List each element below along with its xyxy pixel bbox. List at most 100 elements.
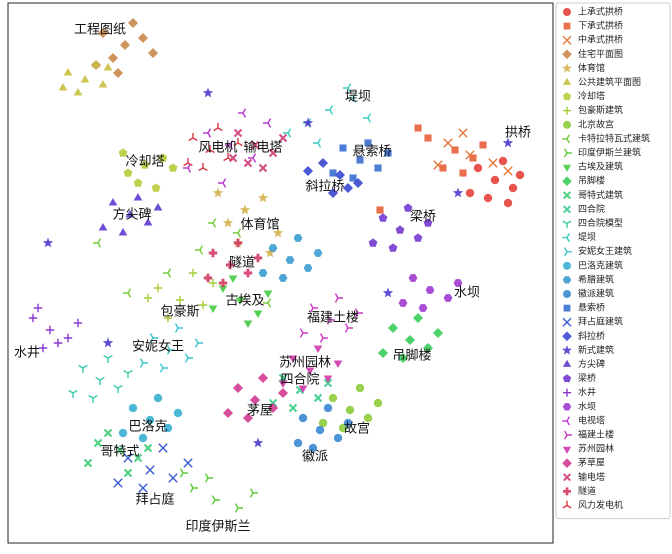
point [138, 483, 148, 493]
legend-label: 悬索桥 [578, 302, 605, 314]
point [125, 209, 135, 218]
point [183, 458, 193, 468]
point [253, 253, 263, 263]
point [253, 310, 263, 319]
point [88, 394, 98, 404]
annotation: 安妮女王 [132, 339, 184, 355]
point [272, 227, 284, 238]
point [404, 334, 416, 346]
point [458, 128, 468, 138]
legend-marker [562, 176, 572, 186]
point [163, 423, 173, 433]
point [315, 425, 325, 435]
annotation: 徽派 [302, 450, 328, 465]
point [298, 385, 308, 394]
point [239, 204, 251, 215]
point [123, 168, 133, 177]
point [302, 117, 314, 128]
point [235, 297, 245, 306]
point [63, 333, 73, 343]
point [188, 268, 198, 278]
point [278, 373, 288, 383]
point [373, 398, 383, 408]
point [278, 380, 288, 389]
legend-marker [563, 120, 571, 129]
legend-label: 巴洛克建筑 [578, 259, 623, 271]
legend-marker [562, 164, 572, 172]
legend-marker [562, 92, 572, 101]
point [194, 338, 204, 348]
point [423, 218, 433, 227]
point [107, 52, 119, 64]
point [203, 273, 213, 283]
legend-label: 梁桥 [578, 372, 596, 384]
point [374, 164, 382, 172]
point [413, 233, 423, 242]
point [98, 222, 108, 231]
legend-label: 拜占庭建筑 [578, 316, 623, 328]
annotation: 方尖碑 [112, 207, 151, 223]
point [163, 313, 173, 323]
point [108, 197, 118, 206]
point [488, 158, 498, 168]
point [68, 389, 78, 399]
point [288, 355, 298, 364]
point [408, 274, 418, 282]
point [285, 256, 295, 264]
legend-label: 住宅平面图 [578, 48, 623, 60]
point [118, 428, 128, 438]
legend-label: 福建土楼 [578, 429, 614, 441]
legend-marker [563, 388, 571, 397]
point [342, 83, 352, 93]
point [313, 249, 323, 257]
point [277, 387, 289, 399]
legend-marker [562, 276, 572, 284]
point [443, 138, 453, 148]
point [91, 59, 101, 68]
point [382, 287, 394, 298]
point [508, 183, 518, 193]
annotation: 巴洛克 [128, 420, 167, 435]
point [242, 412, 254, 424]
point [432, 327, 444, 339]
point [309, 303, 319, 313]
point [258, 269, 268, 277]
point [439, 164, 447, 172]
point [145, 415, 155, 425]
point [202, 87, 214, 98]
point [207, 218, 217, 228]
point [433, 160, 443, 170]
legend-label: 下承式拱桥 [578, 20, 623, 32]
annotation: 堤坝 [345, 90, 371, 105]
point [354, 308, 364, 318]
legend-label: 电视塔 [578, 414, 605, 426]
legend-label: 输电塔 [578, 471, 605, 483]
legend-marker [563, 304, 571, 312]
point [53, 338, 63, 348]
point [211, 495, 221, 505]
point [342, 182, 354, 194]
point [133, 453, 143, 463]
point [205, 144, 215, 154]
point [174, 323, 184, 333]
point [278, 133, 288, 143]
point [98, 79, 108, 88]
point [323, 375, 333, 384]
legend-label: 四合院 [578, 203, 605, 215]
annotation: 斜拉桥 [305, 180, 344, 195]
point [137, 32, 149, 44]
point [112, 67, 124, 79]
annotation: 悬索桥 [352, 145, 391, 160]
legend-label: 北京故宫 [578, 118, 614, 130]
point [212, 187, 224, 198]
point [38, 343, 48, 353]
annotation: 风电机 [198, 141, 237, 156]
point [293, 438, 303, 448]
point [145, 465, 155, 475]
point [113, 384, 123, 394]
point [403, 203, 413, 212]
point [168, 473, 178, 483]
point [387, 322, 399, 334]
point [502, 137, 514, 148]
